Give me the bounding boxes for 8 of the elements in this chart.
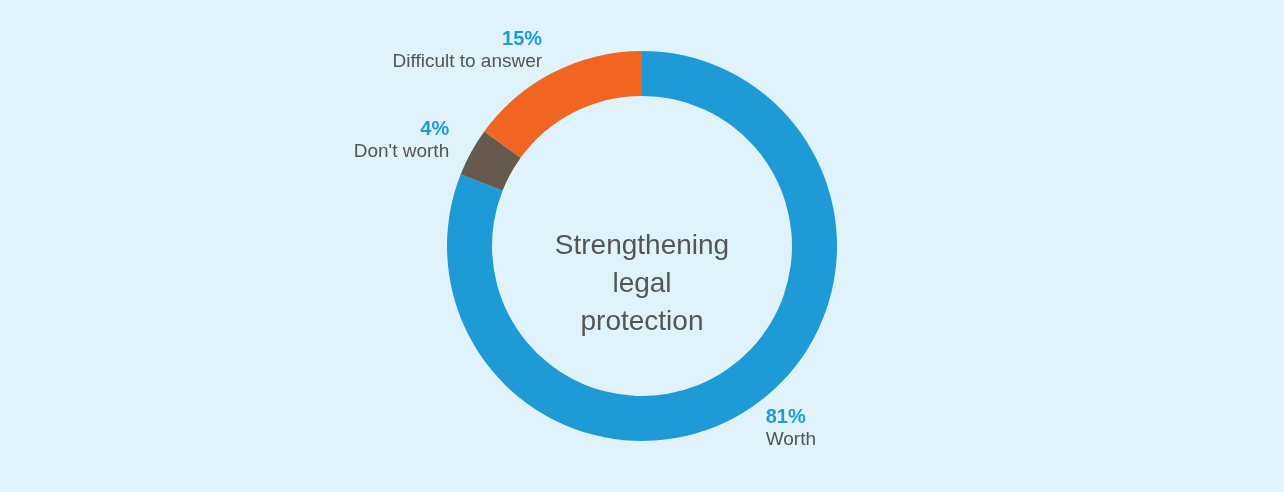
- slice-label: Worth: [765, 427, 816, 449]
- donut-slice: [460, 131, 521, 191]
- text: Strengthening legal protection: [554, 229, 730, 336]
- data-label: 15%: [502, 26, 543, 49]
- slice-label: Don't worth: [353, 140, 450, 162]
- data-label: 81%: [765, 404, 806, 427]
- slice-label: Difficult to answer: [392, 49, 543, 71]
- data-label: 4%: [420, 117, 450, 140]
